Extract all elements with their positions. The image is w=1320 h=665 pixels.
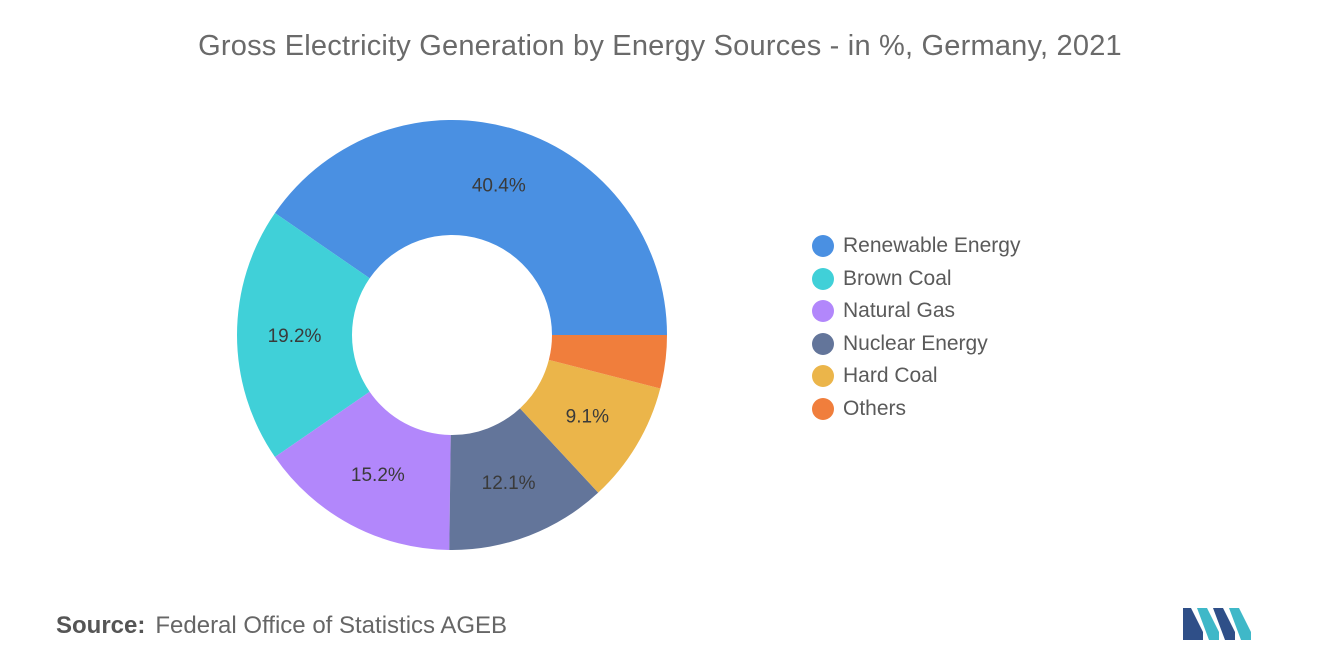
data-label-nuclear-energy: 12.1%	[482, 473, 536, 494]
legend-item-nuclear-energy: Nuclear Energy	[812, 328, 1020, 361]
legend-swatch	[812, 332, 834, 355]
slice-renewable-energy	[274, 119, 667, 335]
legend-swatch	[812, 397, 834, 420]
legend-label: Nuclear Energy	[843, 331, 988, 355]
slice-nuclear-energy	[449, 408, 599, 550]
chart-data-labels: 40.4% 19.2% 15.2% 12.1% 9.1%	[268, 176, 610, 494]
legend-swatch	[812, 365, 834, 388]
legend-item-others: Others	[812, 393, 1020, 426]
legend-label: Natural Gas	[843, 299, 956, 323]
legend-label: Others	[843, 396, 907, 420]
legend-swatch	[812, 267, 834, 290]
legend-item-hard-coal: Hard Coal	[812, 360, 1020, 393]
data-label-hard-coal: 9.1%	[566, 407, 609, 428]
slice-brown-coal	[237, 213, 370, 457]
legend-swatch	[812, 300, 834, 323]
source-label: Source:	[56, 612, 146, 639]
legend-label: Brown Coal	[843, 266, 952, 290]
legend-swatch	[812, 235, 834, 258]
legend-label: Hard Coal	[843, 364, 938, 388]
data-label-natural-gas: 15.2%	[351, 465, 405, 486]
source-text: Federal Office of Statistics AGEB	[155, 612, 508, 639]
legend-item-renewable-energy: Renewable Energy	[812, 230, 1020, 263]
source-note: Source: Federal Office of Statistics AGEB	[56, 612, 507, 640]
legend-label: Renewable Energy	[843, 234, 1021, 258]
chart-legend: Renewable Energy Brown Coal Natural Gas Nuc…	[812, 230, 1020, 425]
slice-hard-coal	[519, 359, 661, 493]
legend-item-natural-gas: Natural Gas	[812, 295, 1020, 328]
slice-others	[548, 335, 667, 389]
legend-item-brown-coal: Brown Coal	[812, 263, 1020, 296]
mordor-intelligence-logo-icon	[1183, 608, 1251, 640]
chart-slices	[237, 119, 667, 550]
chart-title: Gross Electricity Generation by Energy S…	[198, 30, 1122, 62]
slice-natural-gas	[274, 391, 451, 550]
data-label-renewable-energy: 40.4%	[472, 176, 526, 197]
data-label-brown-coal: 19.2%	[268, 326, 322, 347]
